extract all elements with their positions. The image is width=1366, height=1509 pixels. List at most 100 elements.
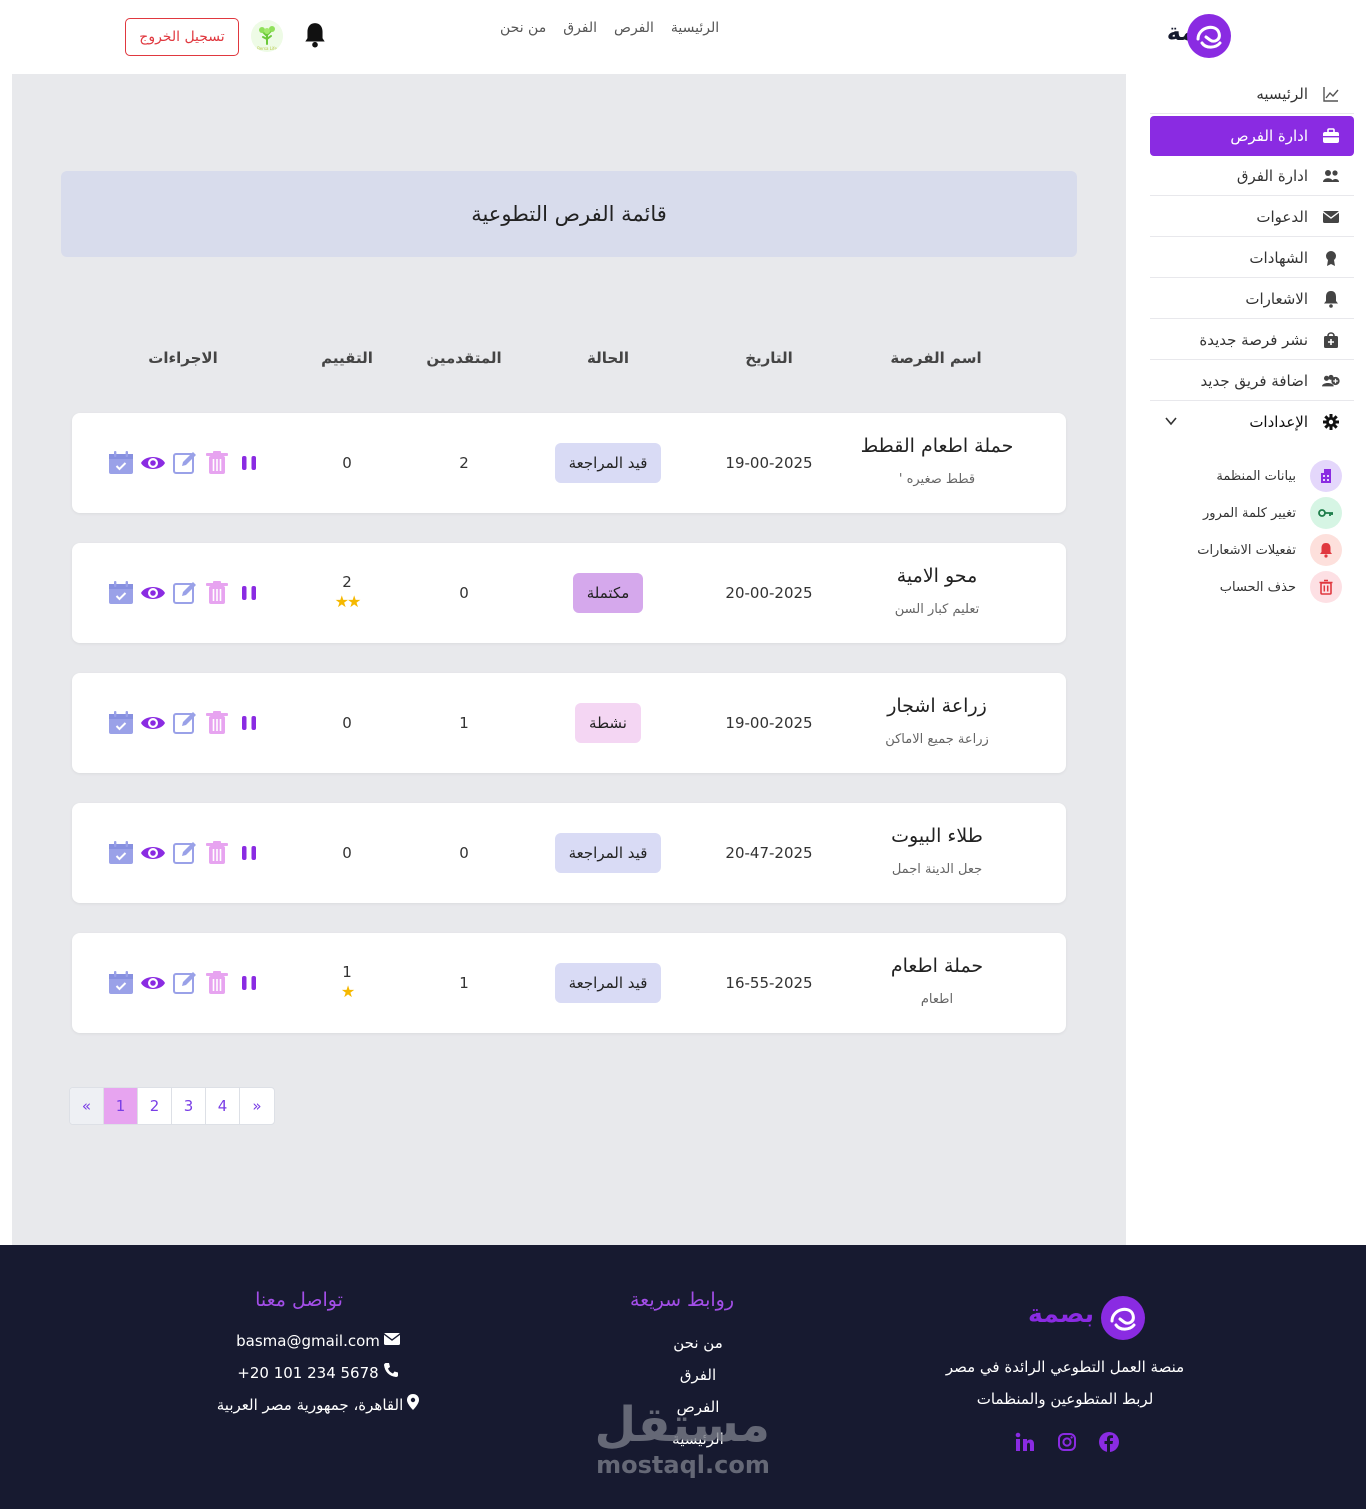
pagination-prev-button[interactable]: «	[70, 1088, 104, 1124]
topnav-home-link[interactable]: الرئيسية	[670, 20, 720, 36]
sidebar-item-manage-teams[interactable]: ادارة الفرق	[1150, 156, 1354, 196]
delete-button[interactable]	[204, 970, 230, 996]
schedule-button[interactable]	[108, 450, 134, 476]
view-button[interactable]	[140, 580, 166, 606]
briefcase-icon	[1322, 127, 1340, 145]
footer: بصمة منصة العمل التطوعي الرائدة في مصر ل…	[0, 1245, 1366, 1509]
chevron-down-icon[interactable]	[1164, 414, 1178, 428]
status-badge-wrapper: قيد المراجعة	[538, 833, 678, 873]
table-row[interactable]: طلاء البيوت جعل الدينة اجمل 20-47-2025 قيد …	[72, 803, 1066, 903]
pause-button[interactable]	[236, 970, 262, 996]
logout-button[interactable]: تسجيل الخروج	[125, 18, 239, 56]
settings-change-password[interactable]: تغيير كلمة المرور	[1176, 497, 1342, 529]
rating-value: 0	[342, 454, 352, 472]
row-actions	[108, 840, 258, 866]
delete-button[interactable]	[204, 710, 230, 736]
sidebar-item-home[interactable]: الرئيسيه	[1150, 74, 1354, 114]
pause-button[interactable]	[236, 580, 262, 606]
opportunity-title[interactable]: زراعة اشجار	[887, 695, 987, 717]
opportunity-title[interactable]: حملة اطعام	[890, 955, 984, 977]
topnav-teams-link[interactable]: الفرق	[563, 20, 598, 36]
edit-button[interactable]	[172, 580, 198, 606]
eye-icon	[140, 710, 166, 736]
sidebar-item-certificates[interactable]: الشهادات	[1150, 238, 1354, 278]
table-row[interactable]: زراعة اشجار زراعة جميع الاماكن 19-00-2025 ن…	[72, 673, 1066, 773]
page-title-banner: قائمة الفرص التطوعية	[61, 171, 1077, 257]
view-button[interactable]	[140, 450, 166, 476]
pause-button[interactable]	[236, 450, 262, 476]
instagram-icon[interactable]	[1054, 1429, 1080, 1455]
opportunity-date: 19-00-2025	[725, 454, 813, 472]
footer-brand-logo-icon[interactable]	[1100, 1295, 1146, 1341]
settings-item-label: حذف الحساب	[1219, 579, 1296, 595]
pagination-next-button[interactable]: »	[252, 1097, 262, 1115]
key-icon	[1310, 497, 1342, 529]
footer-link-teams[interactable]: الفرق	[679, 1366, 717, 1384]
brand-logo-icon[interactable]	[1186, 13, 1232, 59]
footer-phone-row[interactable]: +20 101 234 5678	[140, 1357, 496, 1389]
delete-button[interactable]	[204, 840, 230, 866]
opportunity-title[interactable]: طلاء البيوت	[891, 825, 983, 847]
users-icon	[1322, 167, 1340, 185]
status-badge: قيد المراجعة	[554, 963, 662, 1003]
footer-quick-links: من نحن الفرق الفرص الرئيسية	[596, 1327, 800, 1455]
status-badge-wrapper: قيد المراجعة	[538, 443, 678, 483]
sidebar-item-publish-opportunity[interactable]: نشر فرصة جديدة	[1150, 320, 1354, 360]
sidebar-item-settings[interactable]: الإعدادات	[1150, 402, 1354, 442]
topnav-opportunities-link[interactable]: الفرص	[614, 20, 654, 36]
delete-button[interactable]	[204, 580, 230, 606]
table-row[interactable]: محو الامية تعليم كبار السن 20-00-2025 مكتمل…	[72, 543, 1066, 643]
footer-address-row: القاهرة، جمهورية مصر العربية	[140, 1389, 496, 1421]
envelope-icon	[1322, 208, 1340, 226]
opportunity-title[interactable]: محو الامية	[896, 565, 978, 587]
table-row[interactable]: حملة اطعام اطعام 16-55-2025 قيد المراجعة 1 1 ★	[72, 933, 1066, 1033]
footer-link-opportunities[interactable]: الفرص	[676, 1398, 720, 1416]
calendar-check-icon	[108, 580, 134, 606]
sidebar-item-add-team[interactable]: اضافة فريق جديد	[1150, 361, 1354, 401]
footer-brand-name: بصمة	[1028, 1299, 1094, 1328]
trash-icon	[1310, 571, 1342, 603]
settings-delete-account[interactable]: حذف الحساب	[1176, 571, 1342, 603]
edit-button[interactable]	[172, 970, 198, 996]
view-button[interactable]	[140, 710, 166, 736]
edit-button[interactable]	[172, 450, 198, 476]
schedule-button[interactable]	[108, 840, 134, 866]
delete-button[interactable]	[204, 450, 230, 476]
topnav-about-link[interactable]: من نحن	[500, 20, 547, 36]
pagination-page-1[interactable]: 1	[104, 1088, 138, 1124]
table-header: اسم الفرصة التاريخ الحالة المتقدمين التق…	[72, 349, 1066, 373]
opportunity-date: 20-00-2025	[725, 584, 813, 602]
schedule-button[interactable]	[108, 580, 134, 606]
avatar[interactable]: Bersa Life	[251, 20, 283, 52]
footer-email-row[interactable]: basma@gmail.com	[140, 1325, 496, 1357]
view-button[interactable]	[140, 970, 166, 996]
pause-button[interactable]	[236, 840, 262, 866]
header-applicants: المتقدمين	[426, 349, 502, 367]
rating-cell: 1 ★	[317, 963, 377, 1001]
notifications-bell-icon[interactable]	[302, 21, 328, 49]
edit-icon	[172, 450, 198, 476]
trash-icon	[204, 450, 230, 476]
pagination-page-2[interactable]: 2	[138, 1088, 172, 1124]
facebook-icon[interactable]	[1096, 1429, 1122, 1455]
table-row[interactable]: حملة اطعام القطط قطط صغيره ' 19-00-2025 قيد…	[72, 413, 1066, 513]
edit-button[interactable]	[172, 710, 198, 736]
pause-button[interactable]	[236, 710, 262, 736]
opportunity-title[interactable]: حملة اطعام القطط	[860, 435, 1014, 457]
sidebar-item-notifications[interactable]: الاشعارات	[1150, 279, 1354, 319]
pagination-page-4[interactable]: 4	[206, 1088, 240, 1124]
edit-button[interactable]	[172, 840, 198, 866]
view-button[interactable]	[140, 840, 166, 866]
footer-link-home[interactable]: الرئيسية	[672, 1430, 724, 1448]
sidebar-item-invitations[interactable]: الدعوات	[1150, 197, 1354, 237]
settings-organization-data[interactable]: بيانات المنظمة	[1176, 460, 1342, 492]
schedule-button[interactable]	[108, 970, 134, 996]
header-name: اسم الفرصة	[890, 349, 982, 367]
sidebar-item-manage-opportunities[interactable]: ادارة الفرص	[1150, 116, 1354, 156]
pagination-page-3[interactable]: 3	[172, 1088, 206, 1124]
settings-notification-preferences[interactable]: تفعيلات الاشعارات	[1176, 534, 1342, 566]
footer-link-about[interactable]: من نحن	[673, 1334, 723, 1352]
rating-cell: 0	[317, 714, 377, 732]
linkedin-icon[interactable]	[1012, 1429, 1038, 1455]
schedule-button[interactable]	[108, 710, 134, 736]
